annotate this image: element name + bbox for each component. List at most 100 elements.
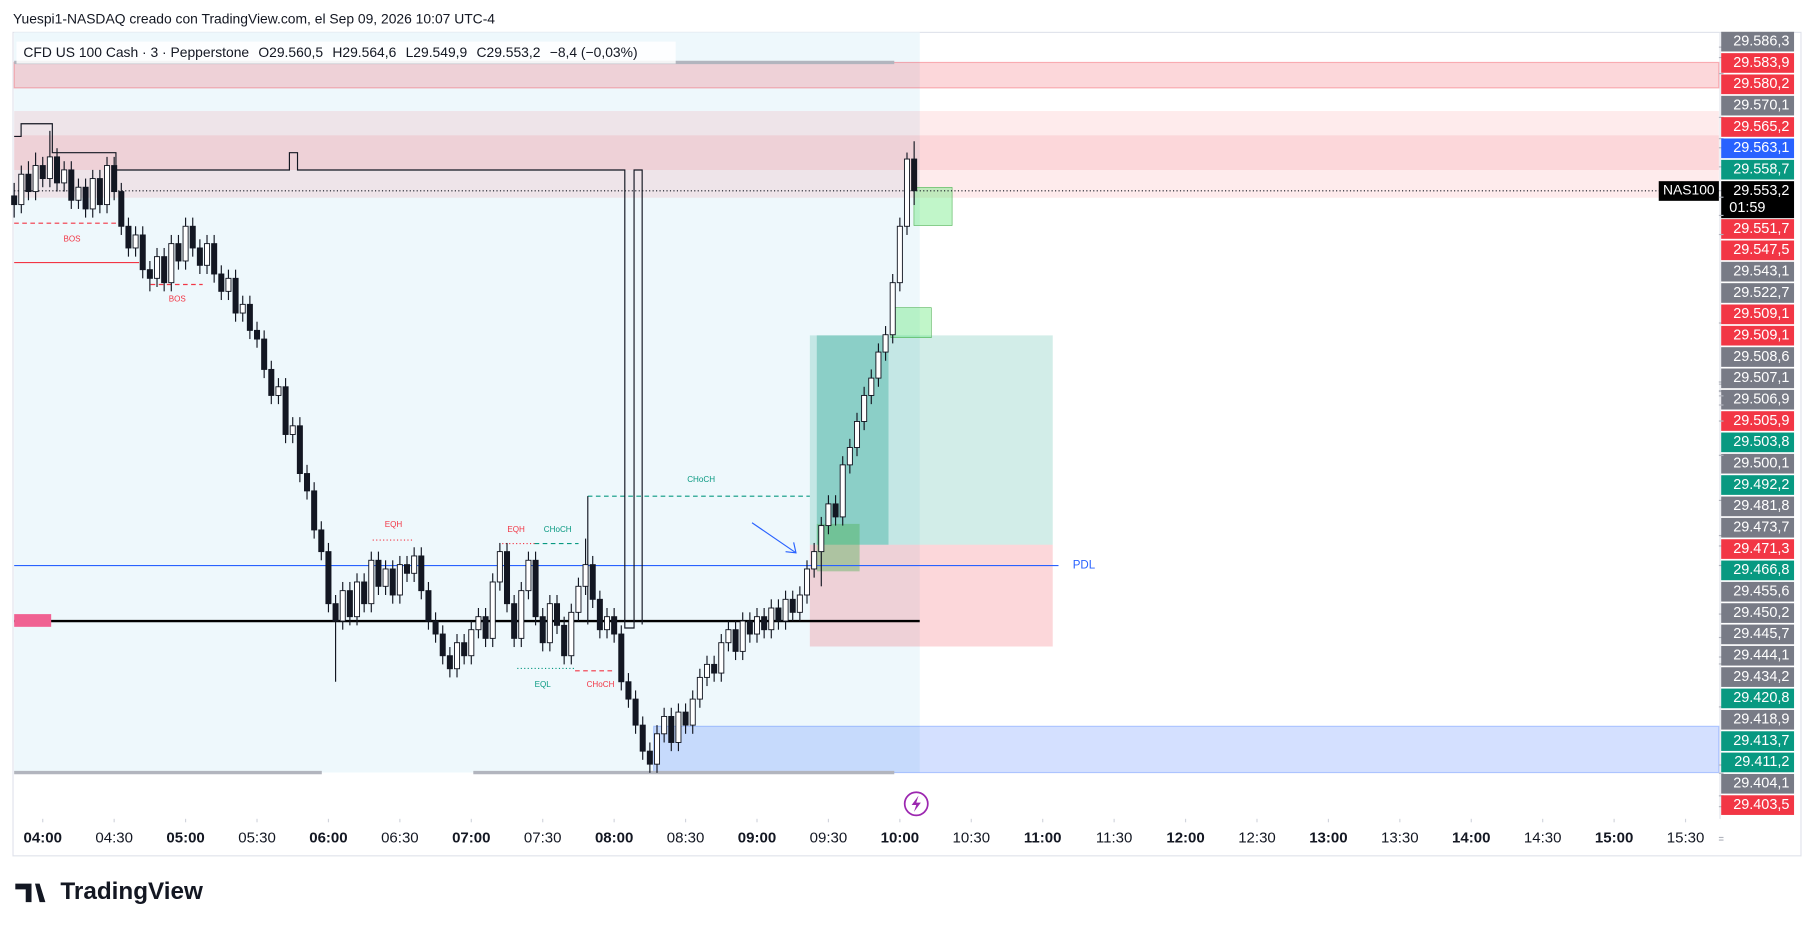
price-label: 29.450,2 (1733, 605, 1789, 621)
candle-body (461, 642, 468, 657)
symbol-tag-bg (1658, 181, 1719, 201)
candle-body (404, 564, 411, 574)
annotation: CHoCH (544, 525, 572, 534)
candle-body (553, 603, 561, 626)
candle-body (232, 277, 239, 314)
candle-body (104, 165, 111, 206)
candle-body (832, 503, 839, 518)
x-tick-label: 13:00 (1309, 829, 1347, 846)
ohlc-low: L29.549,9 (406, 44, 468, 60)
x-tick-label: 07:00 (452, 829, 490, 846)
price-label-bg (1721, 159, 1795, 180)
price-label-bg (1721, 240, 1795, 261)
candle-body (375, 559, 382, 587)
zone (14, 170, 1719, 198)
candle-body (218, 273, 225, 292)
candle-body (903, 158, 911, 227)
candle-body (725, 629, 732, 644)
price-label: 29.455,6 (1733, 584, 1789, 600)
price-label: 29.500,1 (1733, 456, 1789, 472)
candle-body (25, 173, 32, 193)
price-label-bg (1721, 53, 1795, 73)
countdown: 01:59 (1729, 200, 1765, 216)
arrow-head (785, 542, 797, 554)
x-tick-label: 15:00 (1595, 829, 1633, 846)
candle-body (575, 585, 582, 613)
candle-body (68, 169, 75, 201)
candle-body (318, 529, 325, 553)
price-label: 29.420,8 (1733, 690, 1789, 706)
price-label: 29.404,1 (1733, 776, 1789, 792)
candle-body (796, 594, 803, 613)
price-label: 29.503,8 (1733, 434, 1789, 450)
price-label-bg (1721, 261, 1795, 282)
price-label: 29.558,7 (1733, 161, 1789, 177)
price-label: 29.586,3 (1733, 33, 1789, 49)
candle-body (682, 711, 689, 726)
candle-body (389, 568, 396, 596)
candle-body (125, 225, 132, 249)
candle-body (653, 733, 661, 765)
candle-body (696, 676, 703, 700)
header: CFD US 100 Cash · 3 · Pepperstone O29.560… (23, 44, 637, 60)
price-label-bg (1721, 731, 1795, 751)
candle-body (311, 490, 318, 531)
candle-body (782, 598, 789, 622)
price-axis: 29.586,3 29.583,9 29.580,2 29.570,1 29.565,2… (1658, 31, 1795, 841)
candle-body (882, 334, 889, 353)
price-label: 29.492,2 (1733, 477, 1789, 493)
candle-body (354, 581, 361, 618)
zone (14, 135, 1719, 171)
price-label-bg (1721, 688, 1795, 709)
annotation: EQH (385, 520, 403, 529)
price-label-bg (1721, 325, 1795, 346)
candle-body (39, 165, 46, 180)
candle-body (861, 394, 868, 422)
price-label-bg (1721, 795, 1795, 815)
candle-body (89, 178, 96, 210)
price-label: 29.481,8 (1733, 498, 1789, 514)
price-label-bg (1721, 624, 1795, 645)
candle-body (646, 750, 653, 765)
x-tick-label: 06:30 (381, 829, 419, 846)
candle-body (189, 225, 196, 249)
candle-body (339, 590, 346, 622)
price-label-bg (1721, 368, 1795, 389)
candle-body (182, 225, 189, 262)
candle-body (496, 551, 503, 583)
time-axis: 04:00 04:30 05:00 05:30 06:00 06:30 07:00 07:30… (24, 818, 1705, 846)
price-label: 29.403,5 (1733, 797, 1789, 813)
candle-body (382, 568, 389, 587)
x-tick-label: 14:30 (1524, 829, 1562, 846)
candle-body (332, 603, 339, 622)
price-label-bg (1721, 219, 1795, 239)
candle-body (753, 616, 761, 635)
price-label-bg (1721, 31, 1795, 52)
candle-body (768, 607, 775, 631)
x-tick-label: 11:30 (1096, 829, 1132, 846)
x-tick-label: 15:30 (1667, 829, 1705, 846)
symbol-tag: NAS100 (1663, 182, 1715, 198)
logo-text: TradingView (60, 878, 203, 905)
annotation: BOS (63, 235, 81, 244)
candle-body (504, 551, 511, 605)
candle-body (775, 607, 782, 622)
candle-body (268, 368, 275, 396)
candle-body (425, 590, 432, 622)
price-label-bg (1721, 117, 1795, 137)
candle-body (625, 681, 632, 700)
candle-body (446, 655, 453, 670)
candle-body (168, 243, 175, 284)
candle-body (739, 620, 746, 652)
candle-body (82, 186, 89, 210)
candle-body (839, 464, 846, 518)
candle-body (282, 386, 289, 435)
candle-body (582, 564, 589, 587)
price-label-bg (1721, 74, 1795, 95)
header-bg (16, 41, 676, 64)
price-label: 29.565,2 (1733, 119, 1789, 135)
annotation: BOS (169, 295, 187, 304)
candle-body (261, 338, 268, 370)
price-label-bg (1721, 496, 1795, 517)
